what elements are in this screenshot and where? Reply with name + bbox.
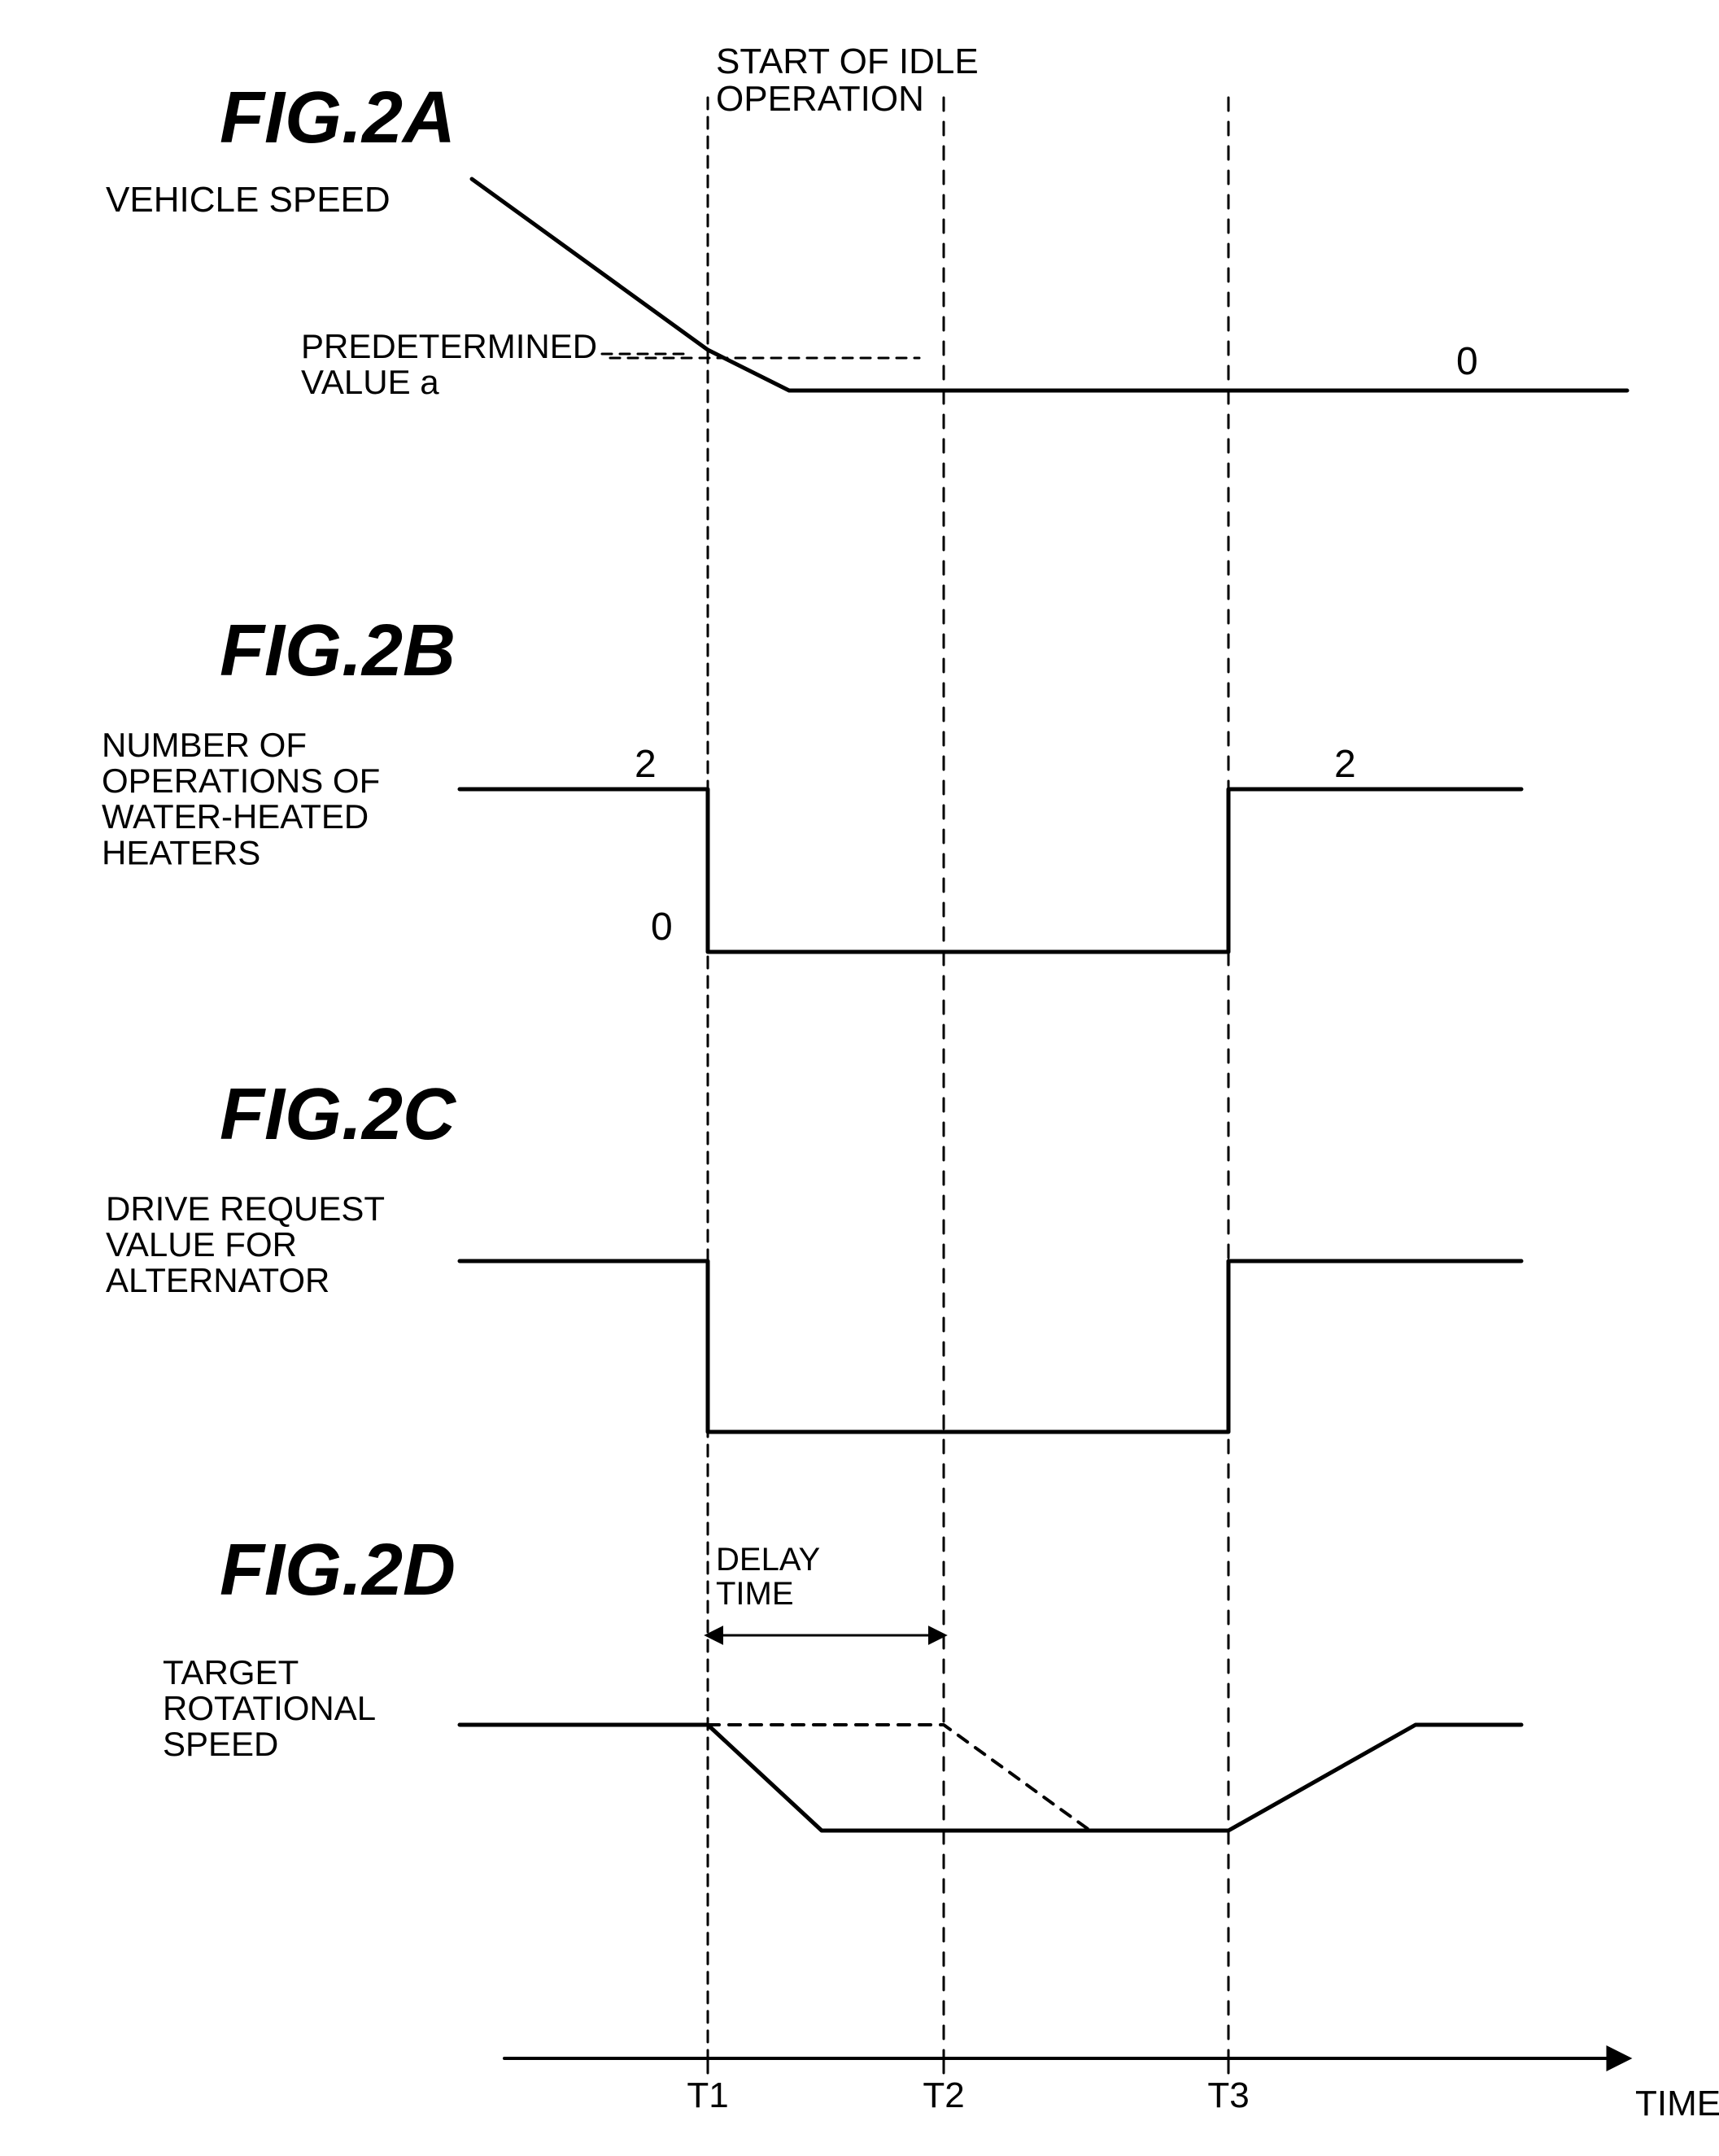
timing-diagram: T1 T2 T3 TIME START OF IDLEOPERATION FIG.2A VE… bbox=[0, 0, 1719, 2156]
fig2d-delay-label: DELAY bbox=[716, 1542, 820, 1578]
fig2d-title: FIG.2D bbox=[220, 1530, 456, 1611]
fig2a-annot: PREDETERMINED bbox=[301, 327, 597, 365]
fig2d-curve-dash bbox=[708, 1725, 1416, 1831]
start-idle-label: START OF IDLE bbox=[716, 41, 979, 81]
fig2d-curve-solid bbox=[460, 1725, 1521, 1831]
fig2b-curve bbox=[460, 789, 1521, 952]
fig2c-title: FIG.2C bbox=[220, 1074, 457, 1155]
fig2a-zero: 0 bbox=[1456, 340, 1478, 383]
start-idle-label: OPERATION bbox=[716, 79, 924, 119]
fig2d-ylabel: SPEED bbox=[163, 1725, 278, 1763]
fig2b-ylabel: HEATERS bbox=[102, 833, 260, 871]
fig2d-ylabel: TARGET bbox=[163, 1653, 299, 1691]
fig2c-ylabel: VALUE FOR bbox=[106, 1225, 297, 1263]
tick-T3: T3 bbox=[1207, 2075, 1249, 2115]
fig2c-ylabel: ALTERNATOR bbox=[106, 1261, 329, 1299]
fig2a-title: FIG.2A bbox=[220, 77, 456, 159]
fig2b-ylabel: OPERATIONS OF bbox=[102, 762, 380, 800]
fig2d-ylabel: ROTATIONAL bbox=[163, 1689, 376, 1727]
fig2a-ylabel: VEHICLE SPEED bbox=[106, 180, 390, 220]
fig2b-left-2: 2 bbox=[635, 743, 657, 786]
fig2d-delay-label: TIME bbox=[716, 1576, 794, 1612]
fig2c-curve bbox=[460, 1261, 1521, 1432]
fig2b-ylabel: NUMBER OF bbox=[102, 726, 307, 764]
fig2a-annot: VALUE a bbox=[301, 363, 439, 401]
fig2b-right-2: 2 bbox=[1334, 743, 1356, 786]
time-label: TIME bbox=[1635, 2084, 1719, 2123]
fig2b-ylabel: WATER-HEATED bbox=[102, 797, 369, 836]
tick-T1: T1 bbox=[687, 2075, 728, 2115]
tick-T2: T2 bbox=[923, 2075, 964, 2115]
fig2b-zero: 0 bbox=[651, 906, 673, 949]
fig2c-ylabel: DRIVE REQUEST bbox=[106, 1189, 385, 1228]
fig2b-title: FIG.2B bbox=[220, 610, 456, 692]
